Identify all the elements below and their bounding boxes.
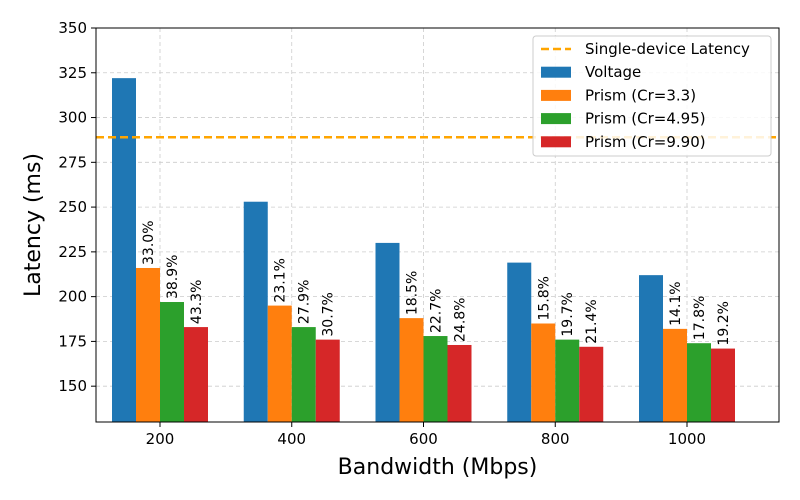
bar-voltage-200 (112, 78, 136, 423)
bar-value-label: 18.5% (405, 271, 421, 315)
bar-value-label: 38.9% (165, 255, 181, 299)
legend-swatch-prism-cr-3-3- (541, 89, 571, 101)
plot-area-frame (95, 27, 780, 423)
x-tick-label: 400 (277, 430, 306, 448)
legend-swatch-prism-cr-9-90- (541, 136, 571, 148)
bar-voltage-400 (243, 201, 268, 422)
legend: Single-device Latency Voltage Prism (Cr=3.… (532, 35, 772, 157)
bar-prism-cr-4-95--600 (423, 336, 448, 422)
legend-entry-label: Prism (Cr=9.90) (585, 133, 706, 151)
bar-voltage-800 (507, 262, 532, 422)
bar-voltage-600 (375, 242, 400, 422)
y-tick-label: 325 (58, 64, 87, 82)
x-tick-label: 1000 (668, 430, 706, 448)
legend-swatch-prism-cr-4-95- (541, 113, 571, 125)
bar-value-label: 21.4% (584, 299, 600, 343)
bar-prism-cr-4-95--800 (555, 339, 580, 422)
y-tick-label: 350 (58, 19, 87, 37)
y-tick-label: 200 (58, 288, 87, 306)
y-tick-label: 275 (58, 153, 87, 171)
legend-swatch-voltage (541, 66, 571, 78)
legend-entry-label: Voltage (585, 63, 641, 81)
x-tick-label: 200 (146, 430, 175, 448)
y-tick-label: 225 (58, 243, 87, 261)
bar-prism-cr-4-95--400 (291, 327, 316, 422)
y-tick-label: 175 (58, 332, 87, 350)
legend-entry-label: Prism (Cr=3.3) (585, 86, 696, 104)
y-tick-label: 300 (58, 109, 87, 127)
bar-value-label: 43.3% (189, 280, 205, 324)
bar-value-label: 19.2% (716, 301, 732, 345)
axes: 150 175 200 225 250 275 300 325 350 200 400 600 800 1… (58, 19, 706, 448)
bar-prism-cr-9-90--800 (579, 346, 604, 422)
y-tick-label: 250 (58, 198, 87, 216)
bar-value-label: 24.8% (453, 298, 469, 342)
bar-value-label: 17.8% (692, 296, 708, 340)
bar-prism-cr-9-90--600 (447, 344, 472, 422)
bars (112, 78, 735, 423)
bar-prism-cr-4-95--1000 (687, 343, 711, 422)
legend-entry-label: Prism (Cr=4.95) (585, 110, 706, 128)
legend-box (532, 35, 772, 157)
bar-prism-cr-3-3--800 (531, 323, 556, 422)
bar-prism-cr-3-3--1000 (663, 328, 687, 422)
bar-value-label: 15.8% (536, 276, 552, 320)
bar-labels: 33.0% 23.1% 18.5% 15.8% 14.1% 38.9% 27.9% 22.7%… (141, 220, 732, 345)
y-axis-title: Latency (ms) (21, 153, 46, 297)
x-tick-label: 600 (409, 430, 438, 448)
bar-value-label: 19.7% (560, 292, 576, 336)
bar-voltage-1000 (639, 275, 663, 422)
bar-prism-cr-9-90--200 (184, 327, 208, 422)
bar-prism-cr-9-90--1000 (711, 348, 735, 422)
bar-value-label: 14.1% (668, 281, 684, 325)
y-tick-label: 150 (58, 377, 87, 395)
bar-value-label: 23.1% (273, 258, 289, 302)
bar-value-label: 22.7% (429, 289, 445, 333)
bar-prism-cr-3-3--200 (136, 267, 160, 422)
bar-prism-cr-3-3--600 (399, 318, 424, 422)
bar-value-label: 33.0% (141, 220, 157, 264)
bar-value-label: 27.9% (297, 280, 313, 324)
x-tick-label: 800 (541, 430, 570, 448)
bar-prism-cr-3-3--400 (267, 305, 292, 422)
x-axis-title: Bandwidth (Mbps) (338, 455, 538, 480)
bar-prism-cr-4-95--200 (160, 302, 184, 422)
legend-entry-label: Single-device Latency (585, 40, 750, 58)
bar-value-label: 30.7% (321, 292, 337, 336)
bar-prism-cr-9-90--400 (315, 339, 340, 422)
